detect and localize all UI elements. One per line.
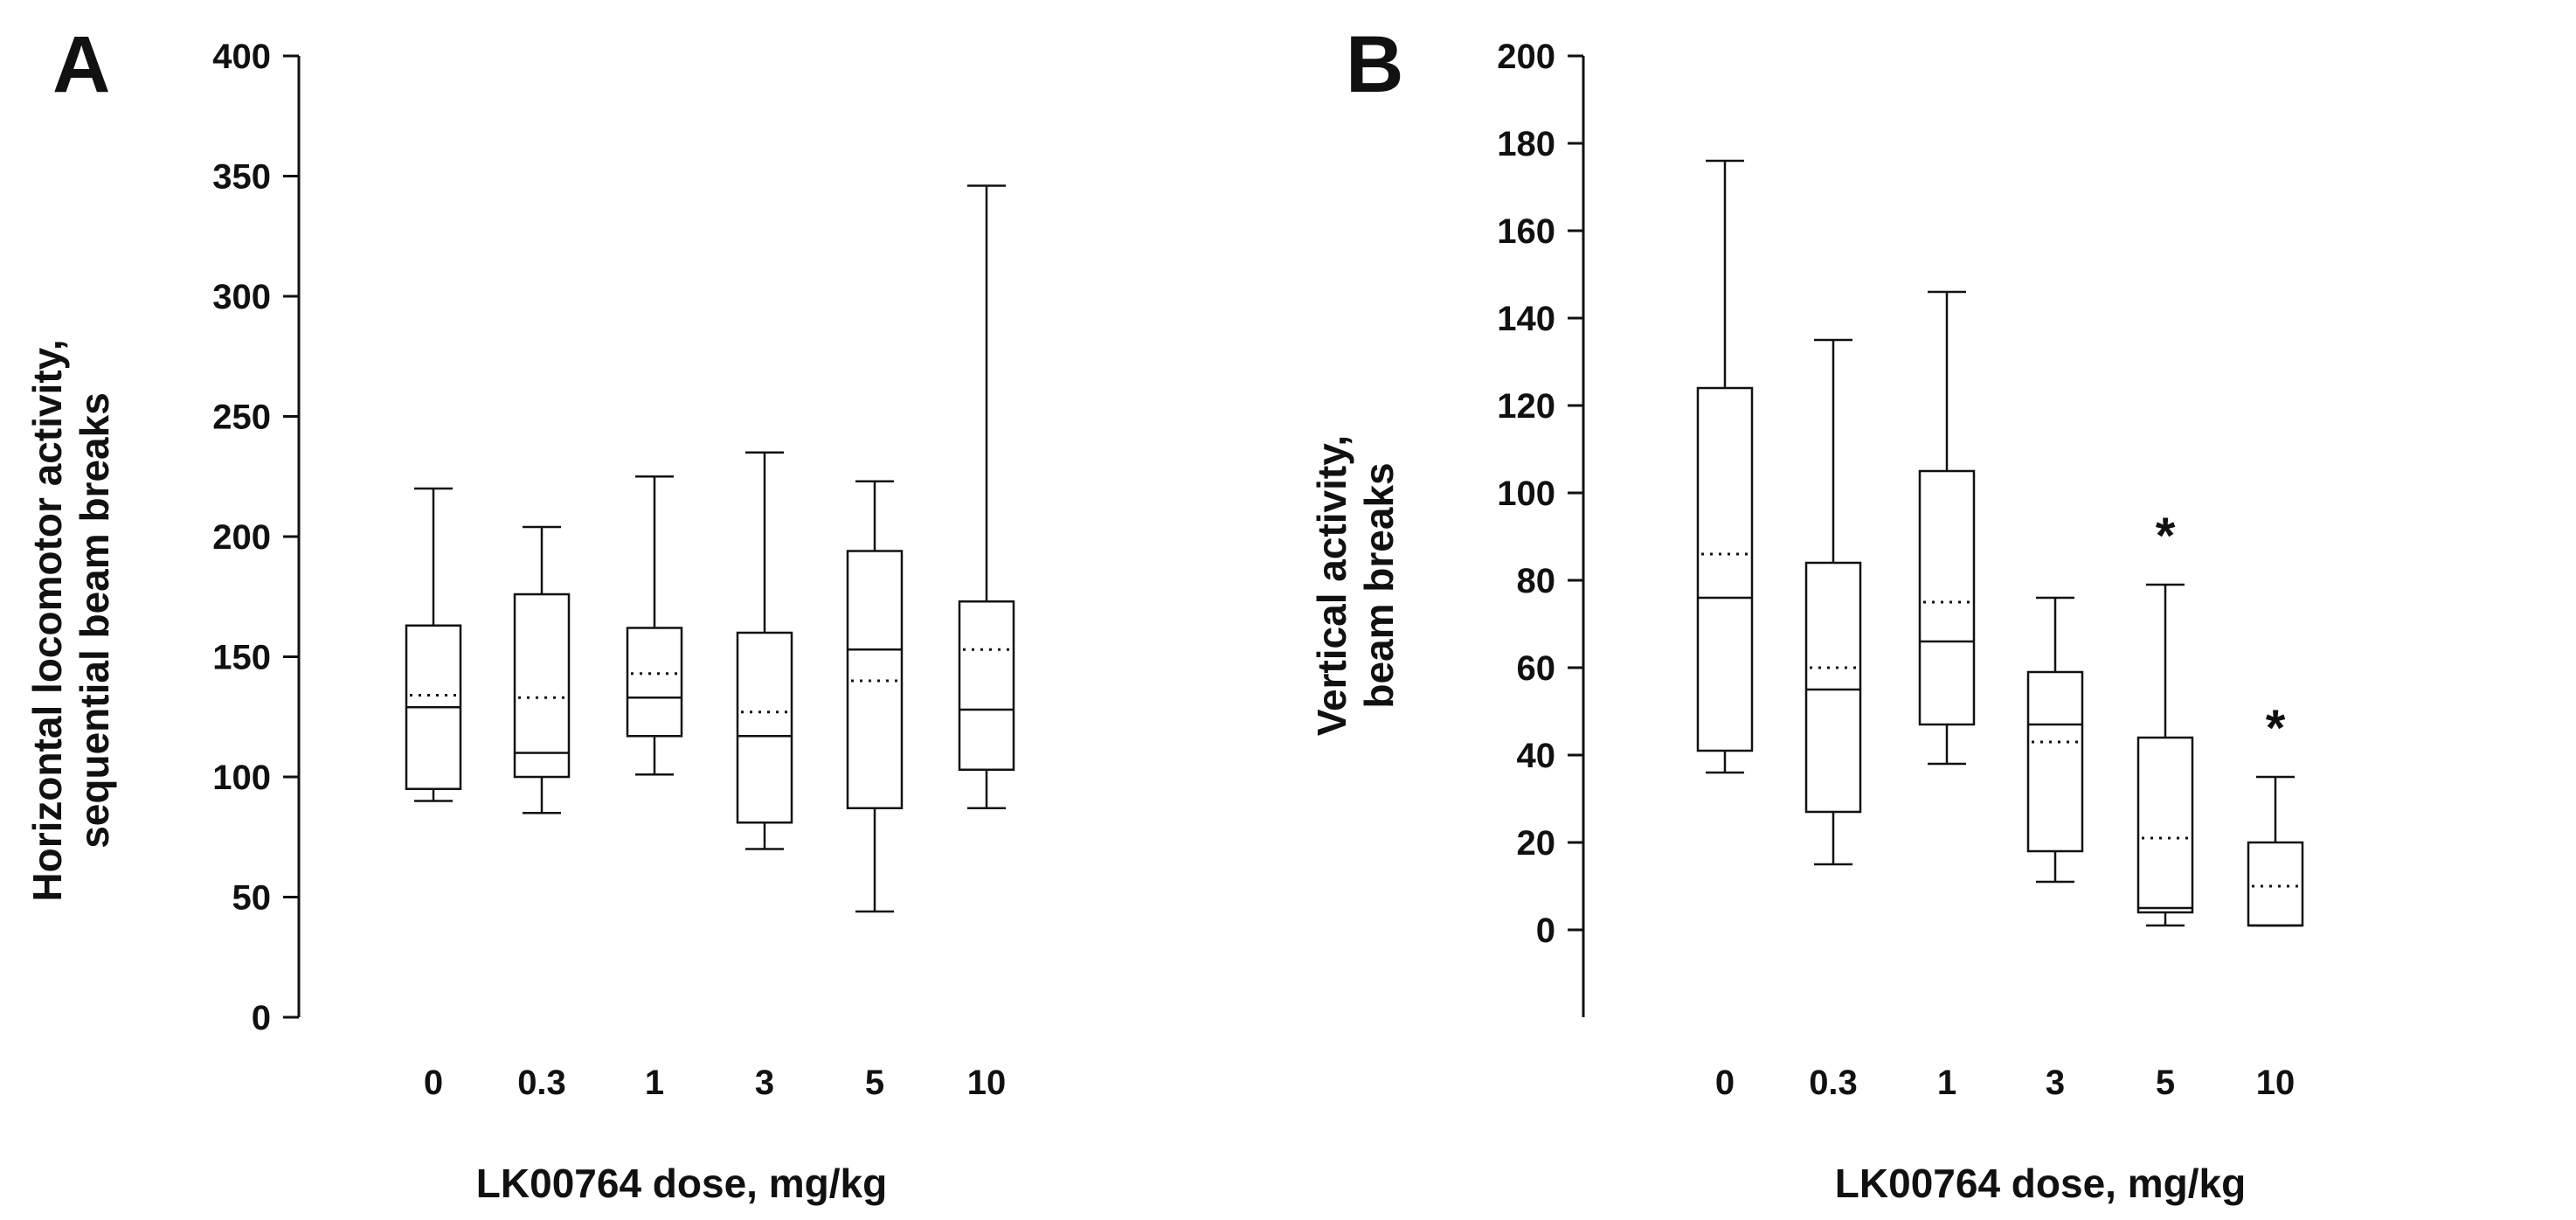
panel-a-plot: 0 50 100 150 200 250 300 350 400 0 0.3 1 3 5 10 <box>212 38 1015 1102</box>
panel-a-x-tick-label: 5 <box>865 1064 884 1102</box>
panel-b-box <box>2026 670 2084 853</box>
panel-b-y-tick-label: 140 <box>1497 300 1555 338</box>
panel-b-y-tick-label: 20 <box>1517 824 1556 863</box>
panel-a-box-group <box>736 451 793 850</box>
panel-b-y-tick-label: 180 <box>1497 125 1555 163</box>
panel-a-box-group <box>626 475 683 776</box>
panel-b-significance-star: * <box>2156 508 2176 565</box>
panel-a-box-group <box>846 480 904 913</box>
panel-b-y-tick-label: 80 <box>1517 562 1556 600</box>
panel-a-y-tick-label: 100 <box>212 759 271 797</box>
panel-b-x-tick-label: 10 <box>2256 1064 2296 1102</box>
panel-b-x-tick-label: 5 <box>2156 1064 2175 1102</box>
panel-b-plot: 0 20 40 60 80 100 120 140 160 180 200 0 0.3 1 3 5 10 * * <box>1497 38 2304 1102</box>
panel-a-x-tick-label: 0.3 <box>517 1064 566 1102</box>
panel-a-x-tick-label: 3 <box>755 1064 774 1102</box>
panel-a-letter: A <box>52 20 110 109</box>
panel-a-box-group <box>958 184 1015 809</box>
panel-a-y-tick-label: 350 <box>212 158 271 197</box>
panel-b: B Vertical activity, beam breaks LK00764… <box>1309 20 2304 1206</box>
panel-a-y-tick-label: 150 <box>212 639 271 677</box>
panel-b-y-tick-label: 60 <box>1517 649 1556 688</box>
panel-a: A Horizontal locomotor activity, sequent… <box>24 20 1015 1206</box>
panel-a-box <box>846 550 904 809</box>
panel-a-y-tick-label: 0 <box>252 999 271 1037</box>
panel-a-y-tick-label: 400 <box>212 38 271 76</box>
panel-b-box <box>2247 841 2304 927</box>
panel-b-y-title-line-2: beam breaks <box>1356 462 1402 708</box>
panel-a-y-axis-title: Horizontal locomotor activity, sequentia… <box>24 339 117 901</box>
panel-b-x-axis-title: LK00764 dose, mg/kg <box>1835 1161 2246 1206</box>
panel-b-x-tick-label: 3 <box>2046 1064 2065 1102</box>
panel-b-y-tick-label: 0 <box>1536 912 1555 950</box>
panel-b-y-tick-label: 120 <box>1497 387 1555 426</box>
panel-b-box <box>1696 386 1754 752</box>
panel-b-box-group <box>1804 338 1862 866</box>
panel-b-box-group <box>2026 596 2084 884</box>
panel-b-box <box>2136 736 2194 914</box>
panel-a-box <box>736 631 793 824</box>
panel-a-y-tick-label: 50 <box>232 879 272 918</box>
panel-a-box <box>626 627 683 738</box>
panel-b-y-axis-title: Vertical activity, beam breaks <box>1309 435 1402 736</box>
panel-b-y-tick-label: 200 <box>1497 38 1555 76</box>
panel-b-x-tick-label: 0.3 <box>1809 1064 1858 1102</box>
panel-b-x-tick-label: 1 <box>1937 1064 1956 1102</box>
panel-b-letter: B <box>1346 20 1403 109</box>
panel-a-y-tick-label: 200 <box>212 518 271 557</box>
panel-a-box <box>958 600 1015 771</box>
panel-b-box <box>1918 469 1976 726</box>
panel-a-box <box>513 593 571 779</box>
panel-a-box-group <box>513 525 571 814</box>
panel-a-y-tick-label: 300 <box>212 278 271 316</box>
panel-a-x-tick-label: 1 <box>645 1064 664 1102</box>
panel-b-significance-star: * <box>2266 700 2286 757</box>
panel-b-box-group <box>1918 290 1976 766</box>
panel-a-x-tick-label: 10 <box>967 1064 1007 1102</box>
panel-b-y-tick-label: 40 <box>1517 737 1556 775</box>
panel-a-x-axis-title: LK00764 dose, mg/kg <box>476 1161 887 1206</box>
panel-a-y-title-line-2: sequential beam breaks <box>72 392 117 849</box>
panel-b-box-group: * <box>2136 508 2194 927</box>
panel-b-y-tick-label: 160 <box>1497 212 1555 251</box>
panel-b-y-tick-label: 100 <box>1497 475 1555 513</box>
panel-b-box <box>1804 561 1862 814</box>
panel-a-x-tick-label: 0 <box>424 1064 443 1102</box>
panel-a-y-tick-label: 250 <box>212 399 271 437</box>
panel-a-box-group <box>405 487 462 802</box>
panel-a-y-title-line-1: Horizontal locomotor activity, <box>24 339 70 901</box>
panel-b-x-tick-label: 0 <box>1715 1064 1735 1102</box>
panel-b-box-group <box>1696 159 1754 774</box>
panel-b-y-title-line-1: Vertical activity, <box>1309 435 1354 736</box>
panel-b-box-group: * <box>2247 700 2304 927</box>
